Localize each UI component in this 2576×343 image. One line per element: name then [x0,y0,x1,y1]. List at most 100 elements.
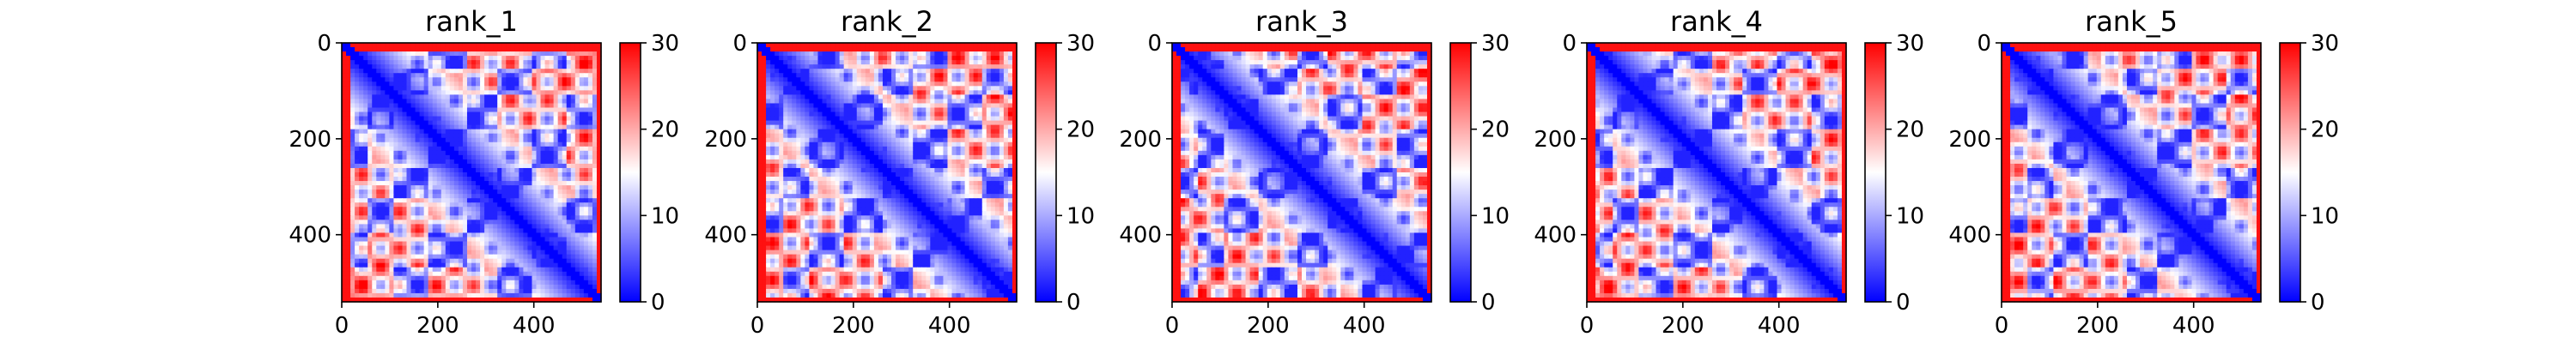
heatmap-cell [580,108,585,113]
heatmap-cell [484,250,489,256]
heatmap-cell [467,129,472,135]
heatmap-cell [957,138,962,143]
heatmap-cell [809,121,814,126]
heatmap-cell [519,242,524,247]
heatmap-cell [376,268,381,273]
heatmap-cell [532,117,537,122]
heatmap-cell [523,164,528,169]
heatmap-cell [380,108,386,113]
heatmap-cell [411,99,416,104]
heatmap-cell [514,90,519,95]
heatmap-cell [342,117,347,122]
heatmap-cell [393,155,398,160]
heatmap-cell [463,56,468,61]
heatmap-cell [562,103,568,108]
heatmap-cell [878,129,884,135]
heatmap-cell [342,164,347,169]
heatmap-cell [411,112,416,117]
heatmap-cell [389,86,394,91]
heatmap-cell [506,86,511,91]
heatmap-cell [545,103,550,108]
heatmap-cell [571,151,576,156]
heatmap-cell [420,232,425,238]
heatmap-cell [342,289,347,294]
heatmap-cell [493,155,498,160]
heatmap-cell [575,94,580,99]
heatmap-cell [489,280,494,286]
heatmap-cell [376,198,381,203]
heatmap-cell [437,268,442,273]
heatmap-cell [934,90,939,95]
heatmap-cell [831,99,836,104]
heatmap-cell [562,177,568,182]
heatmap-cell [831,56,836,61]
heatmap-cell [416,112,421,117]
heatmap-cell [501,43,507,48]
heatmap-cell [762,86,767,91]
heatmap-cell [545,280,550,286]
heatmap-cell [454,56,459,61]
heatmap-cell [878,60,884,65]
heatmap-cell [402,190,407,195]
heatmap-cell [489,190,494,195]
heatmap-cell [480,280,485,286]
heatmap-cell [402,285,407,290]
heatmap-cell [853,108,858,113]
heatmap-cell [467,238,472,243]
heatmap-cell [584,64,589,69]
heatmap-cell [537,73,542,78]
heatmap-cell [783,117,788,122]
heatmap-cell [467,224,472,229]
heatmap-cell [809,47,814,52]
heatmap-cell [346,228,351,233]
heatmap-cell [558,168,563,173]
heatmap-cell [554,190,559,195]
heatmap-cell [454,194,459,199]
heatmap-cell [792,94,797,99]
heatmap-cell [762,64,767,69]
heatmap-cell [537,99,542,104]
heatmap-cell [532,138,537,143]
heatmap-cell [497,190,502,195]
heatmap-cell [497,276,502,281]
heatmap-cell [363,202,368,208]
heatmap-cell [476,215,481,220]
heatmap-cell [783,138,788,143]
heatmap-cell [783,125,788,130]
heatmap-cell [527,81,532,87]
heatmap-cell [463,43,468,48]
heatmap-cell [393,60,398,65]
heatmap-cell [982,86,987,91]
heatmap-cell [554,276,559,281]
heatmap-cell [424,194,429,199]
heatmap-cell [987,51,992,57]
heatmap-cell [527,151,532,156]
heatmap-cell [359,73,364,78]
heatmap-cell [883,125,888,130]
heatmap-cell [853,103,858,108]
heatmap-cell [554,246,559,251]
heatmap-cell [857,47,862,52]
heatmap-cell [592,155,598,160]
heatmap-cell [580,90,585,95]
heatmap-cell [550,69,555,74]
heatmap-cell [848,86,854,91]
heatmap-cell [1004,108,1009,113]
heatmap-cell [476,232,481,238]
heatmap-cell [420,259,425,264]
heatmap-cell [372,207,377,212]
heatmap-cell [385,224,390,229]
heatmap-cell [411,51,416,57]
heatmap-cell [424,138,429,143]
heatmap-cell [471,129,477,135]
heatmap-cell [866,51,871,57]
heatmap-cell [866,69,871,74]
heatmap-cell [346,147,351,152]
heatmap-cell [908,94,914,99]
heatmap-cell [506,121,511,126]
heatmap-cell [368,138,373,143]
heatmap-cell [891,81,896,87]
heatmap-cell [359,194,364,199]
heatmap-cell [454,64,459,69]
heatmap-cell [861,129,866,135]
